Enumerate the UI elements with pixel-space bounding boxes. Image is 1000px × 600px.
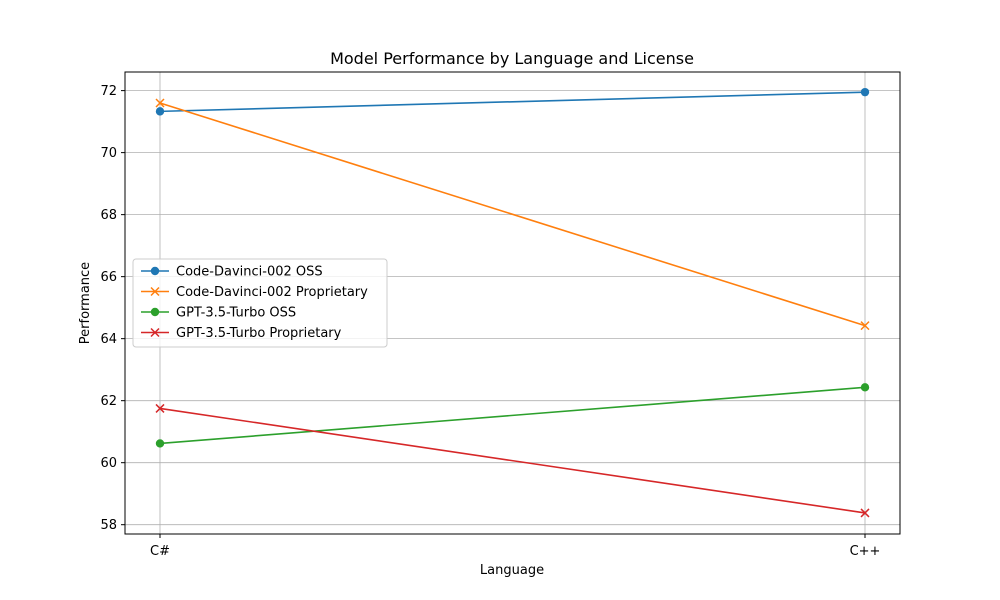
x-axis-label: Language bbox=[480, 563, 544, 578]
legend-marker bbox=[150, 266, 160, 276]
series-line bbox=[159, 407, 866, 514]
y-tick-label: 72 bbox=[100, 84, 117, 99]
series-gpt-3-5-turbo-oss bbox=[155, 383, 870, 448]
y-axis-label: Performance bbox=[78, 262, 93, 344]
legend-entry: GPT-3.5-Turbo OSS bbox=[141, 306, 296, 321]
series-code-davinci-002-oss bbox=[155, 87, 870, 116]
x-tick-label: C# bbox=[150, 544, 170, 559]
legend-marker bbox=[150, 307, 160, 317]
legend-entry: GPT-3.5-Turbo Proprietary bbox=[141, 326, 342, 341]
chart-title: Model Performance by Language and Licens… bbox=[330, 49, 694, 68]
y-tick-label: 60 bbox=[100, 456, 117, 471]
legend-marker bbox=[150, 286, 160, 297]
y-tick-label: 70 bbox=[100, 146, 117, 161]
legend-label: GPT-3.5-Turbo OSS bbox=[176, 306, 296, 321]
y-tick-label: 58 bbox=[100, 518, 117, 533]
series-gpt-3-5-turbo-proprietary bbox=[155, 403, 870, 518]
legend-label: Code-Davinci-002 OSS bbox=[176, 265, 323, 280]
data-point bbox=[860, 87, 870, 97]
plot-frame bbox=[124, 71, 901, 535]
series-line bbox=[159, 102, 866, 327]
y-tick-label: 62 bbox=[100, 394, 117, 409]
series-line bbox=[159, 91, 866, 113]
y-tick-label: 64 bbox=[100, 332, 117, 347]
legend-marker bbox=[150, 327, 160, 338]
data-point bbox=[155, 439, 165, 448]
y-tick-label: 68 bbox=[100, 208, 117, 223]
legend: Code-Davinci-002 OSS Code-Davinci-002 Pro… bbox=[132, 258, 388, 348]
legend-entry: Code-Davinci-002 Proprietary bbox=[141, 285, 368, 300]
data-point bbox=[155, 403, 165, 413]
data-point bbox=[155, 107, 165, 116]
y-tick-label: 66 bbox=[100, 270, 117, 285]
axis-ticks: 58 60 62 64 66 68 70 72 C# C++ bbox=[100, 84, 880, 559]
legend-box bbox=[132, 258, 388, 348]
data-point bbox=[860, 383, 870, 392]
data-point bbox=[860, 321, 870, 331]
x-tick-label: C++ bbox=[850, 544, 881, 559]
data-point bbox=[155, 98, 165, 108]
legend-entry: Code-Davinci-002 OSS bbox=[141, 265, 323, 280]
legend-label: Code-Davinci-002 Proprietary bbox=[176, 285, 368, 300]
data-point bbox=[860, 508, 870, 518]
legend-label: GPT-3.5-Turbo Proprietary bbox=[176, 326, 342, 341]
series-line bbox=[159, 386, 866, 445]
series-code-davinci-002-proprietary bbox=[155, 98, 870, 331]
series-group bbox=[155, 87, 870, 518]
